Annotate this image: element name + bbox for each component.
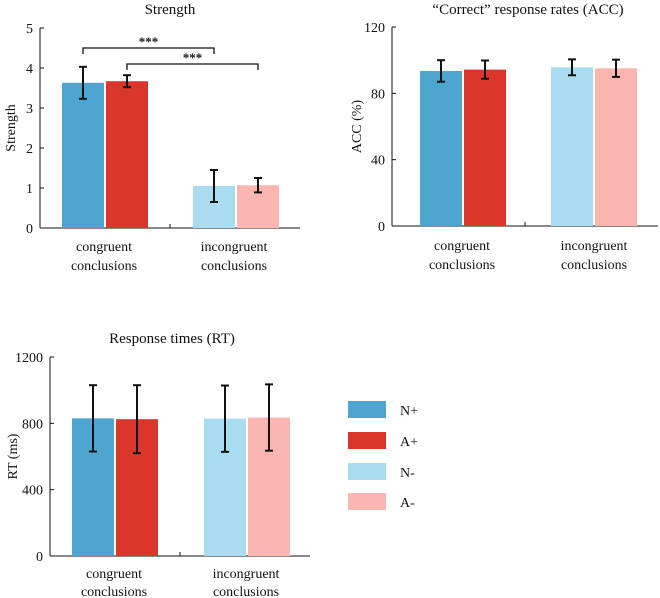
y-tick-label: 0	[378, 220, 385, 235]
legend-swatch-A+	[348, 432, 386, 449]
y-tick-label: 0	[26, 222, 33, 237]
y-axis-label: ACC (%)	[350, 100, 365, 154]
legend-label: A-	[400, 496, 415, 511]
y-tick-label: 3	[26, 102, 33, 117]
legend-swatch-N-	[348, 463, 386, 480]
category-label: incongruent	[213, 567, 280, 582]
category-label: conclusions	[81, 585, 147, 598]
category-label: congruent	[434, 239, 490, 254]
category-label: conclusions	[429, 258, 495, 273]
legend-swatch-N+	[348, 401, 386, 418]
legend-label: A+	[400, 435, 418, 450]
y-axis-label: Strength	[4, 104, 19, 151]
category-label: congruent	[86, 567, 142, 582]
y-tick-label: 1200	[15, 351, 43, 366]
y-tick-label: 400	[22, 484, 43, 499]
y-tick-label: 5	[26, 22, 33, 37]
y-tick-label: 4	[26, 62, 33, 77]
y-tick-label: 2	[26, 142, 33, 157]
legend-label: N+	[400, 404, 418, 419]
chart-panel-1: Strength Strength 0 1 2 3 4 5 congruent conclusio…	[4, 2, 300, 274]
chart-title: Response times (RT)	[109, 331, 235, 347]
significance-label: ***	[139, 34, 159, 49]
y-tick-label: 80	[371, 87, 385, 102]
bar-N+	[420, 70, 462, 226]
significance-bracket	[82, 47, 215, 54]
chart-panel-3: Response times (RT) RT (ms) 0 400 800 1200 con…	[6, 331, 310, 598]
category-label: conclusions	[71, 259, 137, 274]
significance-label: ***	[183, 50, 203, 65]
chart-panel-2: “Correct” response rates (ACC) ACC (%) 0 40…	[350, 2, 658, 273]
bar-A+	[106, 81, 148, 228]
category-label: incongruent	[561, 239, 628, 254]
y-axis-label: RT (ms)	[6, 433, 21, 479]
y-tick-label: 40	[371, 154, 385, 169]
category-label: conclusions	[561, 258, 627, 273]
bar-A-	[595, 68, 637, 226]
legend-swatch-A-	[348, 493, 386, 510]
category-label: conclusions	[213, 585, 279, 598]
legend: N+ A+ N- A-	[348, 401, 418, 511]
y-tick-label: 800	[22, 417, 43, 432]
y-tick-label: 0	[36, 550, 43, 565]
chart-title: “Correct” response rates (ACC)	[432, 2, 623, 18]
bar-N-	[551, 67, 593, 226]
category-label: conclusions	[201, 259, 267, 274]
category-label: incongruent	[201, 240, 268, 255]
legend-label: N-	[400, 466, 415, 481]
bar-A+	[464, 69, 506, 226]
y-tick-label: 120	[364, 21, 385, 36]
category-label: congruent	[76, 240, 132, 255]
bar-N+	[62, 82, 104, 228]
significance-bracket	[126, 63, 259, 70]
chart-title: Strength	[145, 2, 196, 18]
y-tick-label: 1	[26, 182, 33, 197]
